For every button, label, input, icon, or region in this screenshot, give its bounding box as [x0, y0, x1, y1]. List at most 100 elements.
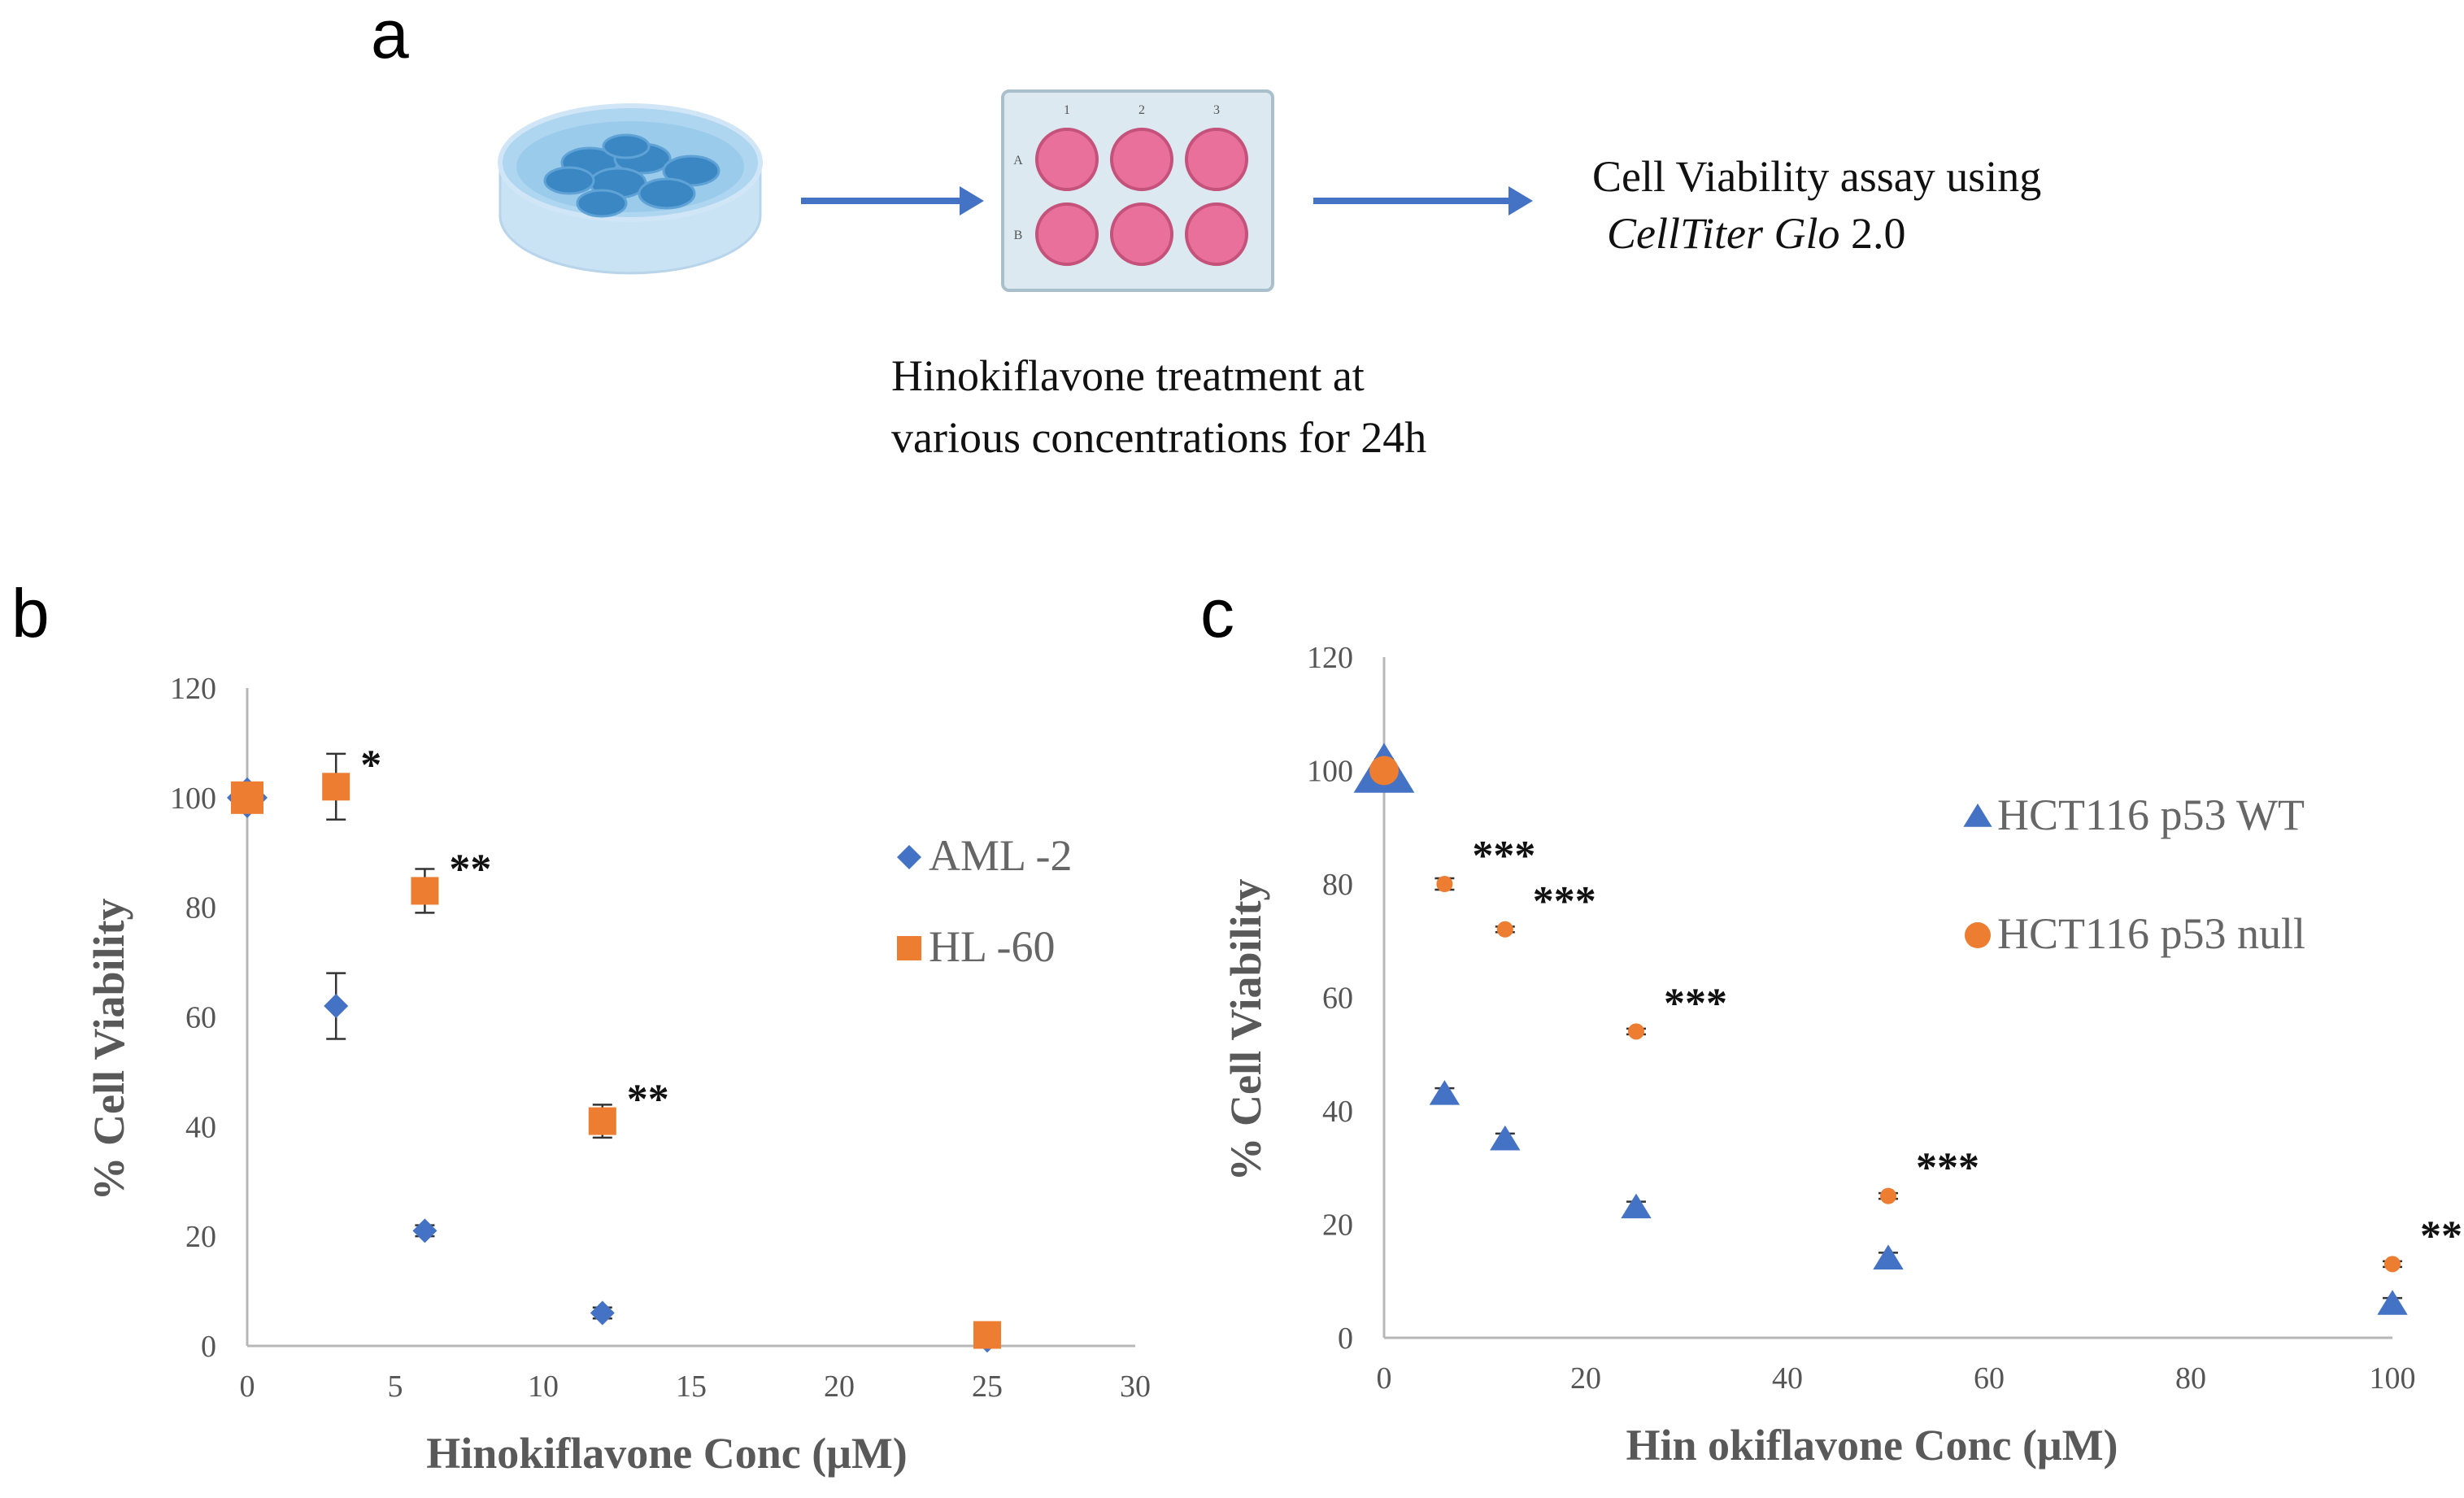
x-axis-label: Hinokiflavone Conc (μM) — [426, 1429, 908, 1478]
data-point — [324, 994, 349, 1019]
y-tick-label: 120 — [1307, 641, 1353, 675]
significance-annotation: *** — [1664, 980, 1727, 1026]
x-tick-label: 100 — [2370, 1361, 2416, 1396]
legend-label: HCT116 p53 null — [1997, 909, 2305, 958]
data-point — [1621, 1193, 1652, 1219]
data-point — [1436, 876, 1453, 892]
treatment-line-1: Hinokiflavone treatment at — [891, 351, 1365, 400]
y-tick-label: 0 — [201, 1330, 216, 1364]
data-point — [1873, 1244, 1904, 1269]
legend-marker — [897, 936, 921, 960]
viability-text: Cell Viability assay using — [1592, 152, 2042, 201]
data-point — [975, 1328, 999, 1353]
y-tick-label: 20 — [185, 1220, 216, 1254]
viability-assay-label: Cell Viability assay using CellTiter Glo… — [1592, 148, 2041, 262]
x-tick-label: 20 — [824, 1370, 855, 1404]
data-point — [411, 877, 439, 905]
y-tick-label: 100 — [1307, 755, 1353, 789]
y-tick-label: 0 — [1338, 1322, 1353, 1356]
y-tick-label: 80 — [1322, 868, 1353, 902]
data-point — [590, 1300, 615, 1326]
x-tick-label: 25 — [972, 1370, 1003, 1404]
plate-col-label: 1 — [1064, 103, 1070, 117]
x-tick-label: 0 — [240, 1370, 255, 1404]
plate-row-label: A — [1013, 154, 1023, 168]
series-0 — [1353, 742, 2408, 1315]
plate-col-label: 2 — [1138, 103, 1145, 117]
y-tick-label: 40 — [1322, 1095, 1353, 1129]
significance-annotation: *** — [1472, 833, 1535, 879]
data-point — [322, 773, 350, 801]
data-point — [1353, 742, 1415, 793]
series-1 — [231, 752, 1001, 1349]
data-point — [1490, 1125, 1521, 1151]
well-circle — [1110, 202, 1173, 266]
x-tick-label: 0 — [1377, 1361, 1392, 1396]
y-tick-label: 40 — [185, 1110, 216, 1144]
data-point — [412, 1218, 438, 1243]
kit-text: CellTiter Glo 2.0 — [1592, 205, 2041, 262]
well-circle — [1035, 202, 1099, 266]
series-1 — [1369, 756, 2402, 1273]
legend-marker — [1963, 803, 1992, 827]
significance-annotation: ** — [2420, 1213, 2462, 1259]
significance-annotation: *** — [1533, 878, 1596, 925]
arrow-icon-1 — [801, 186, 984, 216]
x-tick-label: 30 — [1120, 1370, 1151, 1404]
legend-marker — [897, 845, 921, 869]
y-tick-label: 20 — [1322, 1208, 1353, 1243]
y-tick-label: 80 — [185, 891, 216, 925]
y-axis-label: % Cell Viability — [85, 898, 133, 1200]
workflow-schematic: 1 2 3 A B — [498, 89, 1533, 292]
legend-label: AML -2 — [929, 831, 1072, 880]
panel-letter-b: b — [11, 575, 50, 651]
y-tick-label: 60 — [185, 1001, 216, 1035]
x-tick-label: 10 — [528, 1370, 559, 1404]
arrow-icon-2 — [1313, 186, 1533, 216]
data-point — [1369, 756, 1399, 786]
data-point — [2384, 1256, 2401, 1273]
series-0 — [227, 777, 999, 1353]
well-circle — [1110, 128, 1173, 191]
kit-version: 2.0 — [1839, 209, 1906, 258]
treatment-label: Hinokiflavone treatment at various conce… — [891, 345, 1426, 468]
y-tick-label: 60 — [1322, 982, 1353, 1016]
kit-italic: CellTiter Glo — [1607, 209, 1840, 258]
significance-annotation: ** — [449, 846, 491, 892]
y-axis-label: % Cell Viability — [1221, 878, 1270, 1181]
data-point — [1880, 1187, 1896, 1204]
significance-annotation: *** — [1916, 1145, 1979, 1191]
data-point — [227, 777, 268, 818]
data-point — [231, 781, 263, 814]
well-circle — [1185, 128, 1248, 191]
legend-label: HL -60 — [929, 922, 1055, 971]
x-axis-label: Hin okiflavone Conc (μM) — [1626, 1421, 2118, 1470]
data-point — [588, 1107, 616, 1135]
treatment-line-2: various concentrations for 24h — [891, 413, 1427, 462]
plate-row-label: B — [1014, 229, 1023, 242]
legend-marker — [1965, 922, 1991, 948]
y-tick-label: 120 — [170, 672, 216, 706]
well-circle — [1035, 128, 1099, 191]
legend-label: HCT116 p53 WT — [1997, 790, 2305, 839]
panel-letter-c: c — [1200, 575, 1234, 651]
petri-dish-icon — [498, 103, 763, 275]
well-circle — [1185, 202, 1248, 266]
data-point — [2377, 1290, 2408, 1315]
data-point — [973, 1321, 1001, 1349]
y-tick-label: 100 — [170, 782, 216, 816]
data-point — [1628, 1023, 1644, 1040]
plate-col-label: 3 — [1213, 103, 1220, 117]
x-tick-label: 80 — [2175, 1361, 2206, 1396]
significance-annotation: * — [360, 742, 381, 788]
x-tick-label: 60 — [1974, 1361, 2005, 1396]
x-tick-label: 20 — [1570, 1361, 1601, 1396]
significance-annotation: ** — [627, 1077, 669, 1123]
data-point — [1429, 1080, 1461, 1105]
data-point — [1496, 921, 1513, 938]
x-tick-label: 5 — [388, 1370, 403, 1404]
x-tick-label: 40 — [1772, 1361, 1803, 1396]
well-plate-icon: 1 2 3 A B — [1001, 89, 1274, 292]
panel-letter-a: a — [371, 0, 409, 72]
x-tick-label: 15 — [676, 1370, 707, 1404]
